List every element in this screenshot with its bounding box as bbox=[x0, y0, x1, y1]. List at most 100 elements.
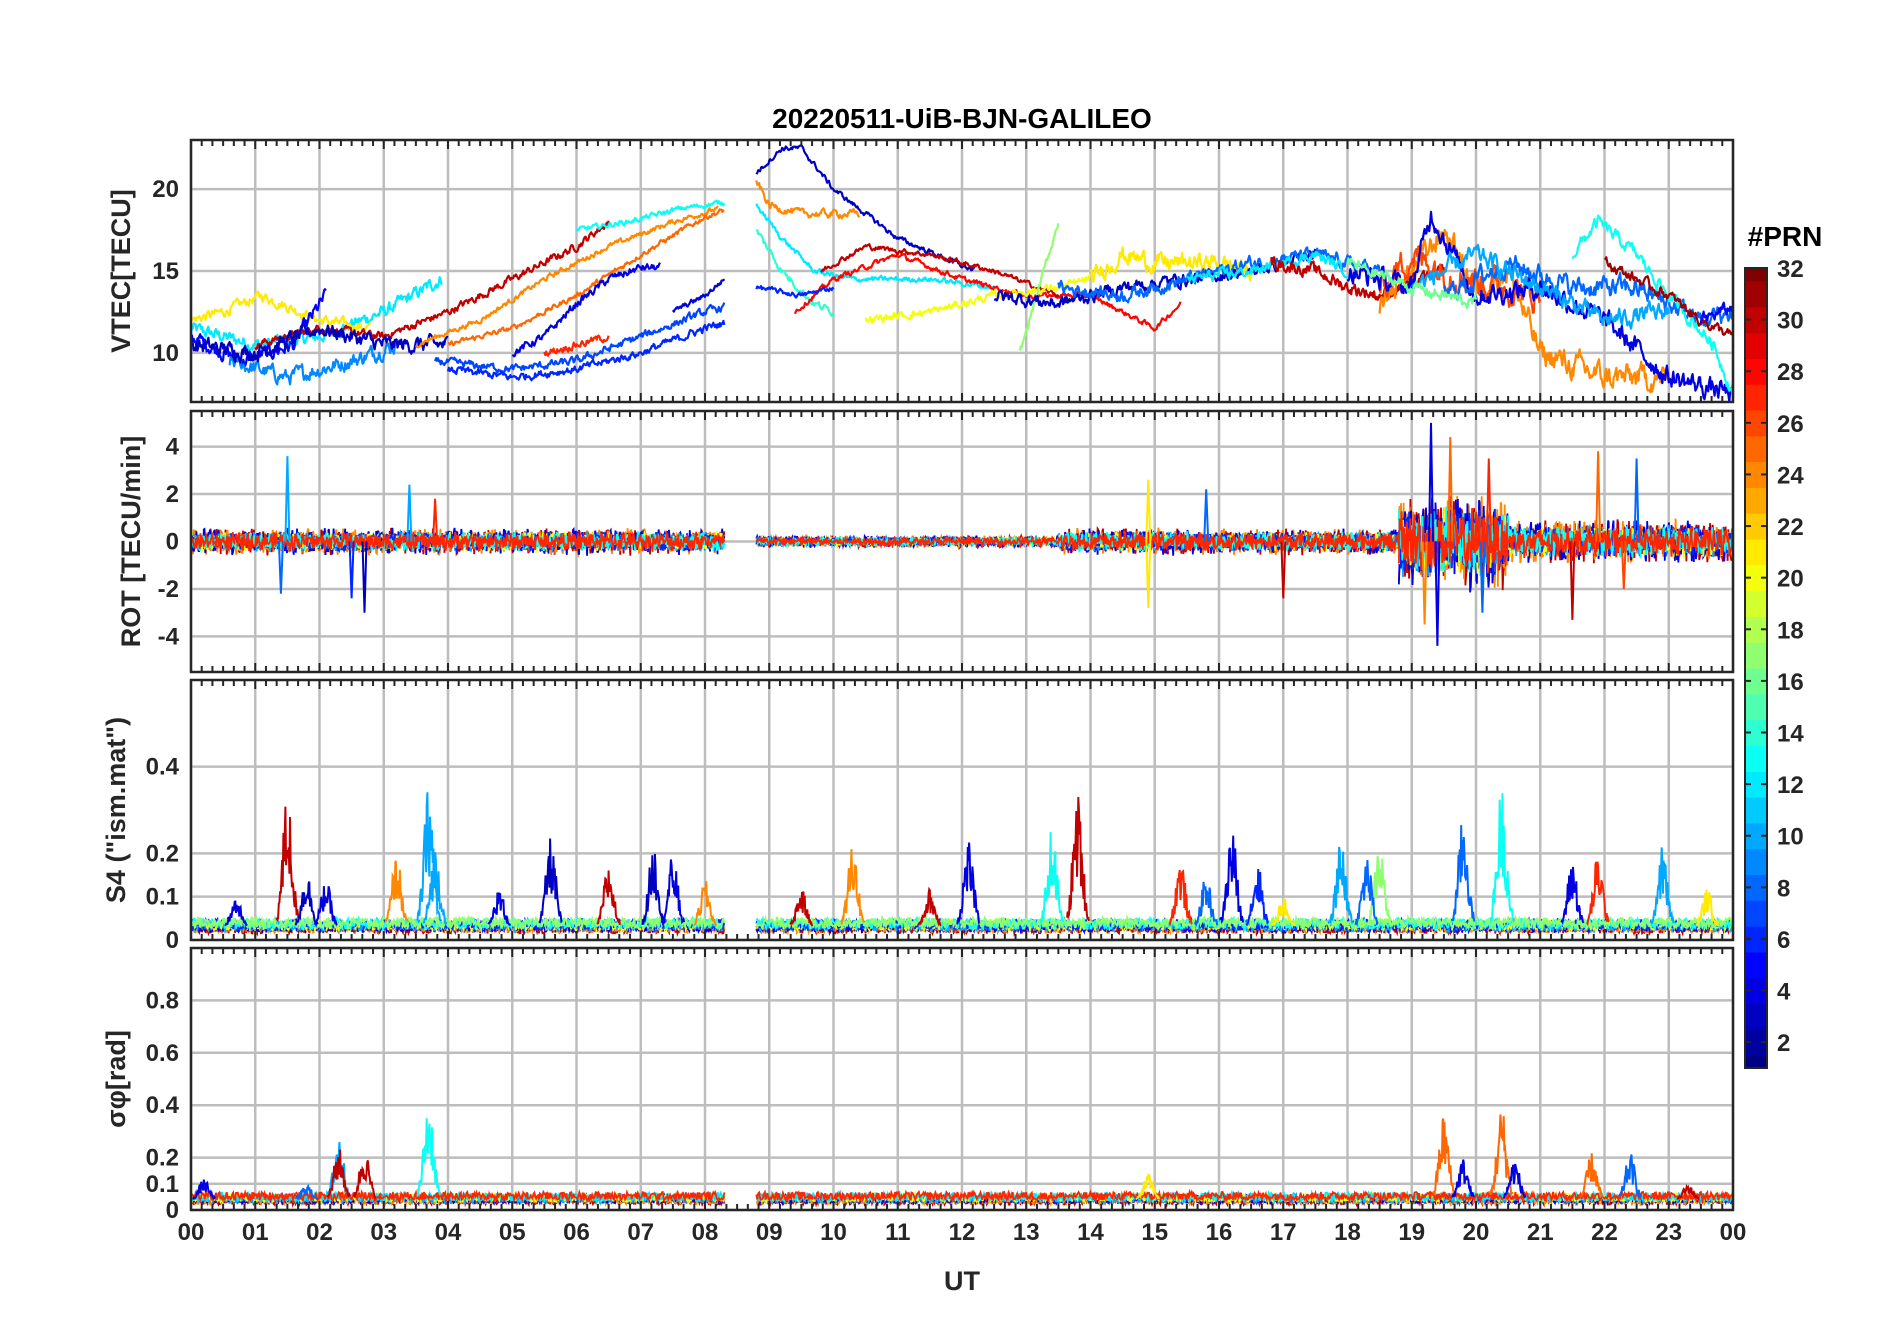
sigma-burst bbox=[294, 1183, 319, 1200]
x-tick-label: 02 bbox=[306, 1219, 333, 1246]
s4-burst bbox=[384, 860, 409, 923]
rot-series-prn-27 bbox=[1057, 530, 1400, 554]
sigma-y-tick-label: 0.2 bbox=[146, 1145, 179, 1172]
rot-spike bbox=[1203, 489, 1210, 542]
x-tick-label: 11 bbox=[885, 1219, 910, 1246]
colorbar-band-20 bbox=[1745, 564, 1767, 592]
x-tick-label: 16 bbox=[1206, 1219, 1233, 1246]
s4-burst bbox=[1367, 855, 1392, 923]
vtec-series-prn-20 bbox=[864, 273, 1091, 324]
s4-burst bbox=[1271, 898, 1296, 927]
vtec-series-prn-17 bbox=[1018, 223, 1060, 351]
x-tick-label: 19 bbox=[1398, 1219, 1425, 1246]
s4-burst bbox=[1168, 869, 1193, 927]
vtec-series-prn-24 bbox=[1378, 228, 1670, 394]
x-tick-label: 05 bbox=[499, 1219, 526, 1246]
rot-y-tick-label: 2 bbox=[166, 481, 179, 508]
colorbar-band-7 bbox=[1745, 900, 1767, 927]
colorbar-band-32 bbox=[1745, 268, 1767, 282]
x-tick-label: 21 bbox=[1527, 1219, 1554, 1246]
colorbar-tick-label: 8 bbox=[1777, 875, 1790, 902]
s4-burst bbox=[840, 849, 865, 925]
colorbar-band-13 bbox=[1745, 745, 1767, 772]
colorbar-band-30 bbox=[1745, 306, 1767, 334]
rot-y-tick-label: 0 bbox=[166, 529, 179, 556]
x-tick-label: 10 bbox=[820, 1219, 847, 1246]
s4-y-tick-label: 0.2 bbox=[146, 840, 179, 867]
s4-burst bbox=[1354, 860, 1379, 927]
rot-spike bbox=[361, 541, 368, 613]
s4-burst bbox=[596, 870, 621, 926]
rot-series-prn-27 bbox=[755, 534, 1060, 550]
colorbar-band-29 bbox=[1745, 332, 1767, 359]
vtec-series-prn-7 bbox=[434, 302, 726, 374]
colorbar-band-21 bbox=[1745, 538, 1767, 566]
rot-spike bbox=[1569, 541, 1576, 620]
vtec-series-prn-4 bbox=[511, 262, 661, 358]
s4-burst bbox=[1560, 866, 1585, 925]
colorbar-band-25 bbox=[1745, 435, 1767, 463]
s4-burst bbox=[1066, 796, 1090, 922]
vtec-series-prn-12 bbox=[191, 276, 443, 351]
colorbar-tick-label: 16 bbox=[1777, 669, 1804, 696]
vtec-series-prn-4 bbox=[671, 278, 726, 313]
colorbar-band-14 bbox=[1745, 719, 1767, 747]
s4-burst bbox=[1039, 832, 1065, 925]
rot-y-tick-label: -4 bbox=[158, 623, 180, 650]
vtec-series-prn-13 bbox=[1571, 214, 1733, 399]
vtec-y-tick-label: 10 bbox=[152, 340, 179, 367]
s4-burst bbox=[1585, 861, 1610, 927]
sigma-y-tick-label: 0.8 bbox=[146, 987, 179, 1014]
sigma-burst bbox=[1136, 1172, 1160, 1200]
sigma-y-axis-label: σφ[rad] bbox=[101, 1030, 131, 1128]
rot-spike bbox=[432, 498, 439, 542]
vtec-series-prn-5 bbox=[1699, 301, 1733, 324]
s4-burst bbox=[1219, 835, 1245, 925]
x-tick-label: 14 bbox=[1077, 1219, 1104, 1246]
x-axis-label: UT bbox=[944, 1266, 980, 1296]
colorbar-title: #PRN bbox=[1748, 221, 1823, 252]
sigma-series-prn-27 bbox=[191, 1188, 726, 1204]
sigma-burst bbox=[353, 1160, 377, 1200]
s4-y-axis-label: S4 ("ism.mat") bbox=[101, 717, 131, 903]
vtec-series-prn-26 bbox=[1378, 244, 1542, 314]
vtec-series-prn-30 bbox=[820, 243, 1060, 298]
sigma-burst bbox=[326, 1149, 351, 1199]
s4-burst bbox=[956, 842, 980, 925]
s4-burst bbox=[538, 838, 563, 924]
x-tick-label: 06 bbox=[563, 1219, 590, 1246]
x-tick-label: 07 bbox=[627, 1219, 654, 1246]
colorbar-band-26 bbox=[1745, 409, 1767, 437]
rot-spike bbox=[1485, 458, 1492, 542]
colorbar-band-24 bbox=[1745, 461, 1767, 488]
colorbar-tick-label: 22 bbox=[1777, 514, 1804, 541]
colorbar-tick-label: 2 bbox=[1777, 1030, 1790, 1057]
rot-spike bbox=[1421, 541, 1428, 625]
rot-spike bbox=[1428, 422, 1434, 542]
rot-spike bbox=[1620, 541, 1627, 590]
vtec-series-prn-21 bbox=[1089, 246, 1253, 283]
s4-burst bbox=[1650, 847, 1675, 925]
vtec-series-prn-24 bbox=[755, 180, 861, 220]
x-tick-label: 08 bbox=[692, 1219, 719, 1246]
colorbar-band-2 bbox=[1745, 1029, 1767, 1056]
s4-burst bbox=[416, 792, 441, 921]
colorbar-tick-label: 24 bbox=[1777, 462, 1804, 489]
rot-series-prn-27 bbox=[1507, 525, 1733, 558]
vtec-panel: 10 15 20 bbox=[152, 138, 1735, 404]
x-tick-label: 15 bbox=[1141, 1219, 1168, 1246]
s4-y-tick-label: 0.4 bbox=[146, 754, 180, 781]
vtec-series-prn-13 bbox=[575, 199, 726, 232]
vtec-y-tick-label: 15 bbox=[152, 258, 179, 285]
s4-panel: 0 0.1 0.2 0.4 bbox=[146, 678, 1735, 954]
x-tick-label: 01 bbox=[242, 1219, 269, 1246]
rot-spike bbox=[348, 541, 355, 599]
sigma-burst bbox=[1502, 1163, 1527, 1199]
s4-burst bbox=[1328, 846, 1354, 924]
s4-series-prn-17 bbox=[755, 913, 1733, 931]
chart-title: 20220511-UiB-BJN-GALILEO bbox=[772, 103, 1152, 134]
sigma-burst bbox=[192, 1179, 216, 1201]
x-tick-label: 22 bbox=[1591, 1219, 1618, 1246]
rot-spike bbox=[1280, 541, 1287, 599]
colorbar-tick-label: 20 bbox=[1777, 566, 1804, 593]
